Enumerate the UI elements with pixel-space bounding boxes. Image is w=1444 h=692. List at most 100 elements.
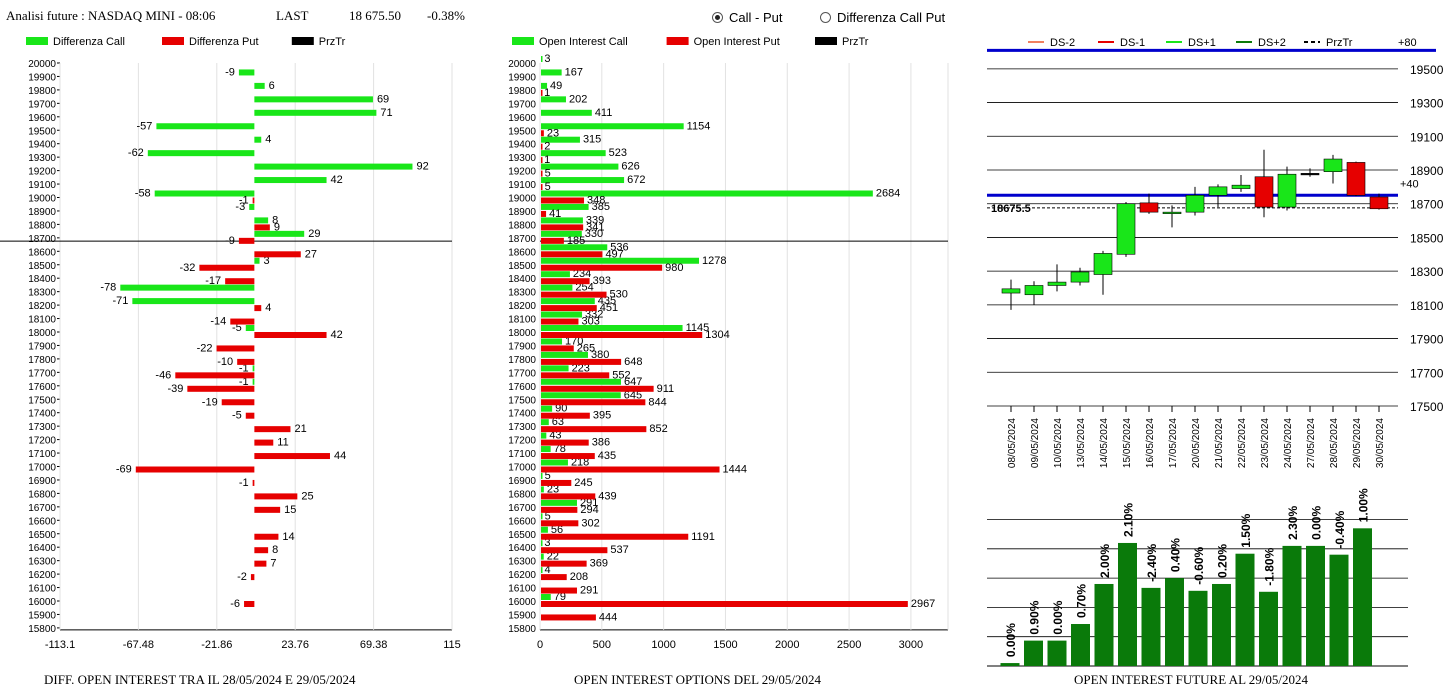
diff-strike-label: 16400 (28, 543, 56, 554)
oi-call-bar (541, 163, 619, 170)
fut-bar-label: -2.40% (1145, 544, 1159, 582)
diff-put-value-label: 8 (272, 544, 278, 556)
oi-call-bar (541, 540, 543, 547)
candle-body (1208, 186, 1228, 196)
change-value: -0.38% (427, 8, 465, 23)
oi-call-bar (541, 284, 573, 291)
diff-put-value-label: -69 (116, 464, 132, 476)
diff-x-tick-label: -113.1 (45, 639, 75, 651)
last-value: 18 675.50 (349, 8, 401, 23)
oi-call-value-label: 170 (565, 335, 583, 347)
candle-date-label: 21/05/2024 (1214, 418, 1225, 468)
oi-call-bar (541, 150, 606, 157)
fut-bar (1141, 587, 1161, 666)
oi-call-bar (541, 446, 551, 453)
oi-put-bar (541, 251, 603, 258)
oi-put-value-label: 341 (586, 221, 604, 233)
oi-put-value-label: 265 (577, 342, 595, 354)
oi-strike-label: 19000 (508, 194, 536, 205)
oi-put-bar (541, 237, 564, 244)
diff-put-bar (245, 412, 255, 419)
caption-options-oi: OPEN INTEREST OPTIONS DEL 29/05/2024 (574, 672, 821, 687)
radio-dot-selected[interactable] (712, 12, 723, 23)
oi-strike-label: 17900 (508, 341, 536, 352)
fut-bar (1235, 553, 1255, 666)
diff-call-value-label: -1 (239, 376, 249, 388)
oi-call-bar (541, 177, 625, 184)
diff-put-bar (244, 601, 255, 607)
diff-put-bar (254, 439, 274, 446)
oi-put-bar (541, 157, 543, 164)
fut-bar-label: 2.30% (1286, 506, 1300, 540)
oi-strike-label: 16600 (508, 516, 536, 527)
diff-strike-label: 18000 (28, 328, 56, 339)
oi-strike-label: 19300 (508, 153, 536, 164)
oi-put-bar (541, 224, 584, 231)
fut-bar-label: 0.20% (1216, 544, 1230, 578)
fut-bar-label: -1.80% (1263, 547, 1277, 585)
oi-call-bar (541, 392, 621, 399)
oi-put-bar (541, 479, 572, 486)
fut-bar-label: 0.40% (1169, 538, 1183, 572)
diff-x-tick-label: 69.38 (360, 639, 388, 651)
oi-call-value-label: 23 (547, 483, 559, 495)
oi-strike-label: 17500 (508, 395, 536, 406)
oi-call-bar (541, 298, 595, 305)
oi-call-value-label: 234 (573, 268, 591, 280)
oi-put-value-label: 497 (605, 248, 623, 260)
diff-strike-label: 18100 (28, 315, 56, 326)
oi-call-bar (541, 203, 589, 210)
oi-put-value-label: 648 (624, 356, 642, 368)
diff-put-bar (238, 237, 255, 244)
diff-x-tick-label: 115 (443, 639, 461, 651)
diff-strike-label: 18700 (28, 234, 56, 245)
oi-put-bar (541, 385, 654, 392)
fut-bar-label: 0.90% (1028, 600, 1042, 634)
diff-legend-swatch (26, 37, 48, 45)
oi-call-value-label: 380 (591, 349, 609, 361)
oi-strike-label: 18700 (508, 234, 536, 245)
oi-put-value-label: 844 (648, 396, 666, 408)
oi-put-bar (541, 89, 543, 96)
oi-strike-label: 19200 (508, 167, 536, 178)
diff-strike-label: 19600 (28, 113, 56, 124)
caption-diff-oi: DIFF. OPEN INTEREST TRA IL 28/05/2024 E … (44, 672, 356, 687)
fut-bar-label: -0.40% (1333, 510, 1347, 548)
oi-strike-label: 17700 (508, 368, 536, 379)
radio-dot[interactable] (820, 12, 831, 23)
oi-put-value-label: 1444 (723, 464, 747, 476)
radio-differenza-call-put[interactable]: Differenza Call Put (820, 10, 945, 25)
oi-call-bar (541, 230, 582, 237)
oi-legend-swatch (666, 37, 689, 45)
oi-call-value-label: 78 (554, 443, 566, 455)
diff-call-bar (132, 298, 255, 305)
oi-put-bar (541, 601, 908, 607)
diff-strike-label: 19300 (28, 153, 56, 164)
candle-date-label: 09/05/2024 (1030, 418, 1041, 468)
diff-call-bar (254, 136, 262, 143)
diff-strike-label: 17200 (28, 436, 56, 447)
oi-put-bar (541, 426, 647, 433)
candle-price-label: 18675.5 (991, 203, 1031, 215)
oi-strike-label: 19800 (508, 86, 536, 97)
diff-strike-label: 17000 (28, 463, 56, 474)
diff-put-bar (216, 345, 255, 352)
oi-legend-swatch (512, 37, 534, 45)
diff-call-value-label: 71 (380, 107, 392, 119)
oi-legend-swatch (815, 37, 837, 45)
diff-call-bar (120, 284, 255, 291)
oi-strike-label: 18400 (508, 274, 536, 285)
candle-date-label: 20/05/2024 (1191, 418, 1202, 468)
oi-call-value-label: 536 (610, 241, 628, 253)
diff-put-value-label: -14 (210, 316, 226, 328)
fut-bar-label: 0.00% (1051, 600, 1065, 634)
oi-call-value-label: 1154 (687, 120, 711, 132)
oi-strike-label: 16800 (508, 489, 536, 500)
diff-put-bar (175, 372, 255, 379)
candle-date-label: 16/05/2024 (1145, 418, 1156, 468)
diff-strike-label: 19400 (28, 140, 56, 151)
candle-body (1139, 202, 1159, 213)
radio-call-put[interactable]: Call - Put (712, 10, 782, 25)
oi-strike-label: 19500 (508, 126, 536, 137)
diff-put-bar (254, 560, 267, 567)
